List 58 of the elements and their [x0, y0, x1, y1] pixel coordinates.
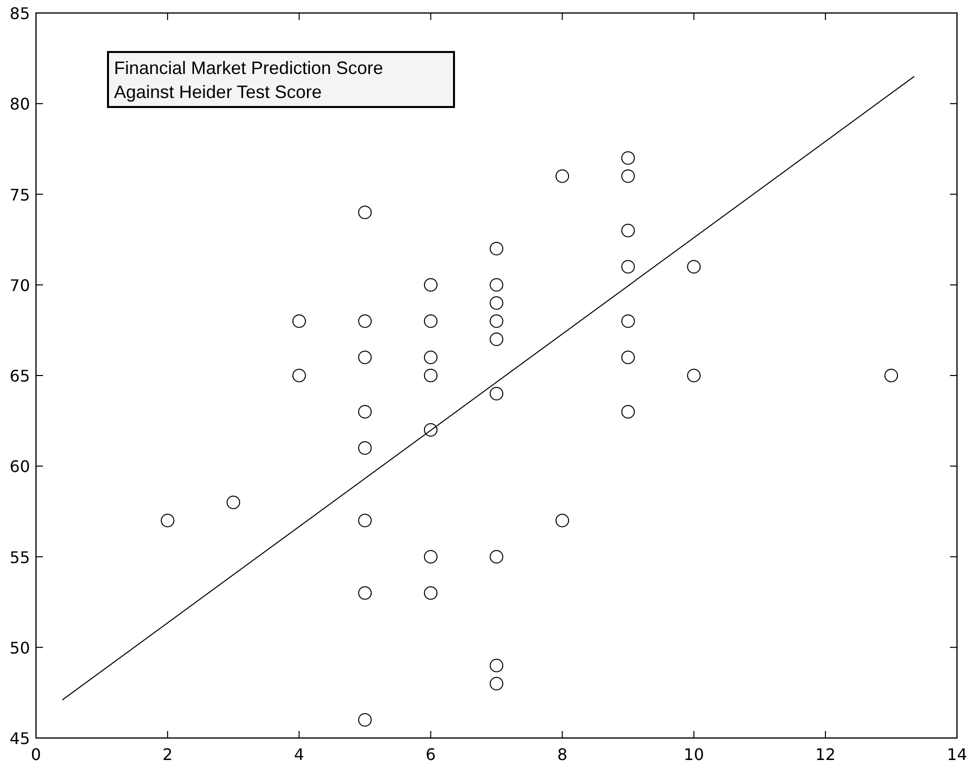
x-tick-label: 6: [426, 745, 436, 764]
point: [490, 386, 504, 400]
y-tick-label: 55: [10, 548, 30, 567]
y-tick-label: 85: [10, 4, 30, 23]
point: [424, 314, 438, 328]
y-tick-label: 65: [10, 366, 30, 386]
y-tick-label: 80: [10, 94, 30, 114]
point: [621, 169, 635, 183]
point: [226, 496, 240, 510]
point: [555, 169, 570, 183]
y-tick-label: 75: [10, 185, 30, 204]
point: [358, 404, 372, 419]
x-tick-label: 14: [946, 745, 968, 764]
x-tick-label: 2: [162, 745, 173, 764]
y-tick-label: 60: [10, 457, 30, 476]
point: [490, 676, 504, 690]
x-tick-label: 0: [30, 745, 42, 764]
point: [424, 368, 438, 382]
point: [490, 658, 504, 672]
point: [292, 314, 306, 328]
point: [358, 314, 372, 328]
point: [621, 314, 635, 328]
point: [884, 368, 898, 382]
point: [621, 404, 635, 419]
point: [424, 423, 438, 437]
x-tick-label: 12: [815, 745, 836, 764]
point: [358, 514, 372, 528]
x-tick-label: 4: [294, 745, 304, 764]
y-tick-label: 70: [10, 276, 30, 295]
point: [490, 314, 504, 328]
point: [358, 586, 372, 600]
point: [358, 441, 372, 455]
y-tick-label: 50: [10, 638, 30, 658]
point: [358, 350, 372, 364]
point: [292, 368, 306, 382]
x-tick-label: 8: [557, 745, 568, 764]
point: [424, 350, 438, 364]
point: [490, 550, 504, 564]
point: [424, 586, 438, 600]
point: [490, 332, 504, 346]
x-tick-label: 10: [684, 745, 704, 764]
point: [621, 151, 635, 165]
point: [358, 713, 372, 727]
point: [687, 368, 701, 382]
point: [621, 260, 635, 274]
text: Financial Market Prediction Score Against Heider Test Score: [114, 58, 384, 102]
point: [555, 514, 570, 528]
y-tick-label: 45: [10, 729, 30, 748]
point: [621, 350, 635, 364]
point: [424, 278, 438, 292]
point: [621, 224, 635, 238]
point: [424, 550, 438, 564]
point: [490, 242, 504, 256]
point: [687, 260, 701, 274]
point: [160, 514, 174, 528]
point: [490, 296, 504, 310]
point: [358, 206, 372, 220]
point: [490, 278, 504, 292]
